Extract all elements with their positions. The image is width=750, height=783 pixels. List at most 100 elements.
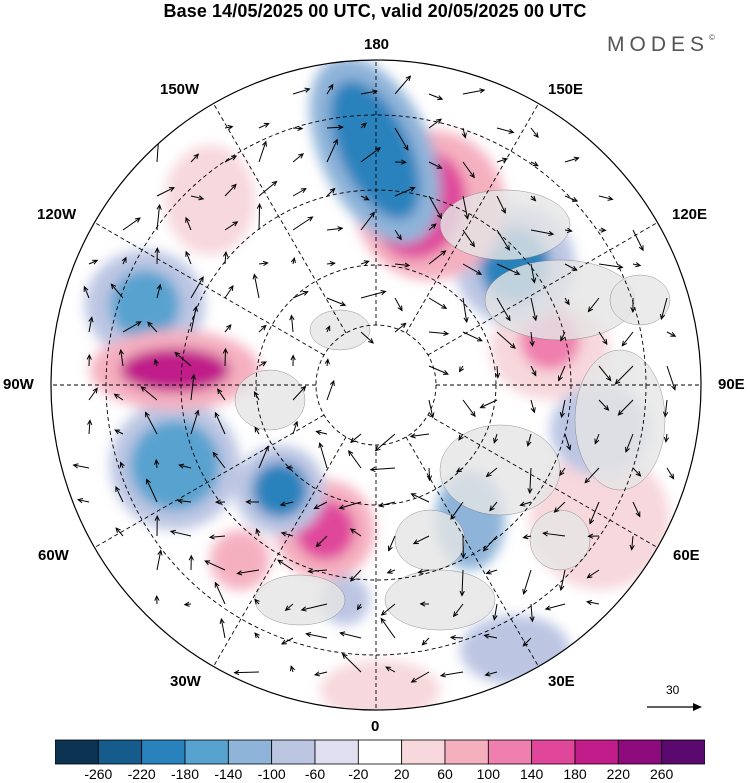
wind-arrow [522,534,532,540]
wind-arrow [292,87,311,95]
wind-arrow [254,632,260,639]
wind-arrow [394,322,407,333]
wind-arrow [559,467,566,477]
land-patch [384,569,496,631]
wind-arrow [156,187,175,197]
colorbar-tick-label: -260 [84,766,113,782]
colorbar-segment [444,739,489,765]
map-title: Base 14/05/2025 00 UTC, valid 20/05/2025… [163,1,587,21]
meridian-line [427,414,658,548]
wind-arrow [258,122,270,129]
wind-arrow [485,467,498,478]
wind-arrow [204,560,226,571]
wind-arrow [190,153,200,163]
wind-arrow [586,599,600,606]
wind-arrow [530,195,537,202]
colorbar-segment [531,739,576,765]
wind-arrow [462,263,483,275]
colorbar-segment [487,739,533,765]
wind-arrow [305,632,328,639]
meridian-line [405,103,539,334]
wind-arrow [617,399,634,416]
wind-arrow [290,354,296,367]
wind-arrow [462,88,486,95]
label-120w: 120W [37,206,77,223]
wind-arrow [122,321,142,333]
coastlines [234,189,671,631]
land-patch [574,349,666,491]
colorbar-segment [617,739,663,765]
wind-arrow [527,467,533,495]
wind-arrow [224,183,237,197]
wind-arrow [564,433,572,451]
colorbar-segment [661,739,705,765]
wind-arrow [208,534,226,540]
label-150w: 150W [160,81,200,98]
wind-arrow [258,361,267,367]
wind-arrow [598,365,612,382]
wind-arrow [632,229,644,252]
wind-arrow [394,297,403,312]
wind-arrow [428,250,447,265]
label-60w: 60W [38,547,69,564]
label-150e: 150E [548,81,584,98]
brand-name: MODES [607,33,710,56]
wind-arrow [460,535,466,559]
meridian-line [213,103,347,334]
wind-arrow [419,601,430,607]
wind-arrow [530,161,539,167]
wind-scale-value: 30 [666,683,680,697]
wind-arrow [326,297,347,307]
wind-arrow [625,433,634,453]
wind-arrow [258,140,267,163]
wind-arrow [598,399,610,411]
wind-arrow [156,549,163,571]
colorbar-tick-label: 260 [649,766,674,782]
wind-arrow [663,399,669,418]
copyright-mark: © [709,33,715,42]
wind-arrow [629,535,635,551]
wind-arrow [394,127,409,151]
wind-arrow [258,260,269,267]
anomaly-contour [130,420,220,510]
wind-arrow [428,118,442,129]
wind-arrow [326,187,336,197]
wind-arrow [326,379,335,401]
colorbar-tick-label: -20 [348,766,369,782]
colorbar-segment [574,739,619,765]
wind-arrow [360,147,381,163]
wind-arrow [564,227,573,233]
wind-arrow [280,637,294,645]
wind-arrow [417,568,430,575]
wind-arrow [147,321,158,333]
wind-arrow [326,226,344,232]
wind-arrow [290,257,296,265]
wind-arrow [349,528,362,537]
wind-arrow [169,529,192,537]
wind-arrow [224,285,234,299]
wind-arrow [387,535,396,552]
wind-arrow [313,501,328,510]
wind-arrow [462,399,476,418]
label-120e: 120E [672,206,708,223]
wind-arrow [224,221,239,231]
wind-arrow [428,223,437,231]
wind-arrow [190,409,200,435]
wind-arrow [154,594,160,605]
wind-arrow [87,419,93,435]
colorbar-segment [401,739,446,765]
anomaly-contour [165,145,255,255]
wind-arrow [212,451,226,469]
label-0: 0 [371,718,380,735]
wind-arrow [217,388,226,401]
wind-arrow [121,256,127,265]
wind-arrow [544,603,566,611]
wind-arrow [292,216,314,231]
wind-arrow [409,433,430,439]
colorbar-segment [97,739,143,765]
wind-arrow [154,514,160,537]
colorbar-tick-label: -180 [170,766,200,782]
wind-arrow [153,358,159,367]
anomaly-contour [252,462,308,518]
wind-arrow [360,260,370,266]
